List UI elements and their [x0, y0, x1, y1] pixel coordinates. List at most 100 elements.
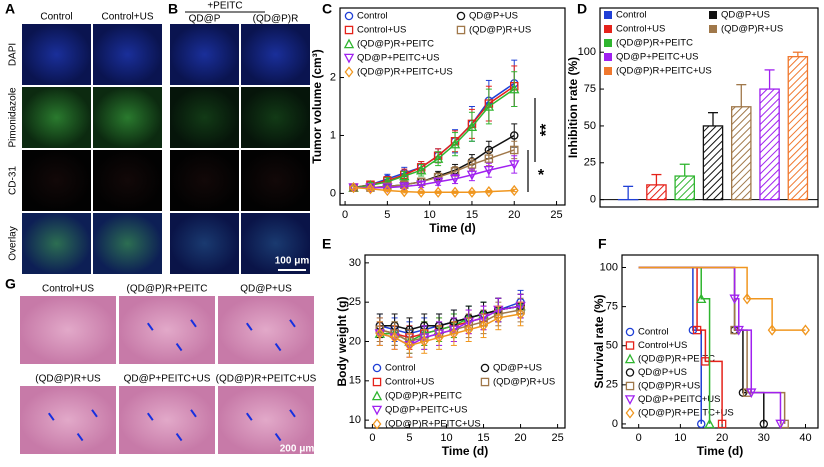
series-line: [353, 163, 515, 189]
legend-label: Control+US: [357, 25, 406, 36]
axes-frame: [599, 7, 819, 208]
row-label: Pimonidazole: [8, 87, 19, 147]
x-tick-label: 0: [636, 432, 642, 444]
fluorescence-image: [170, 213, 239, 274]
y-tick-label: 25: [606, 379, 618, 391]
marker: [405, 339, 414, 352]
arrow-marker: [274, 433, 282, 442]
legend-swatch: [604, 25, 612, 33]
legend-label: (QD@P)R+PEITC+US: [357, 67, 453, 78]
bar: [646, 184, 667, 201]
y-tick-label: 0: [612, 418, 618, 430]
error-bar: [708, 112, 718, 126]
significance-mark: **: [538, 123, 555, 136]
y-axis-label: Tumor volume (cm³): [310, 49, 324, 163]
y-tick-label: 20: [349, 335, 361, 347]
marker: [433, 186, 443, 198]
column-label: (QD@P)R: [253, 14, 299, 25]
scale-bar-label: 100 μm: [275, 256, 310, 267]
y-tick-label: 100: [600, 261, 618, 273]
column-label: QD@P: [189, 14, 221, 25]
marker: [704, 418, 715, 429]
x-tick-label: 15: [477, 432, 489, 444]
bar: [674, 175, 695, 201]
fluorescence-image: [241, 150, 310, 211]
arrow-marker: [274, 343, 282, 352]
marker: [434, 331, 444, 344]
legend-label: (QD@P)R+PEITC+US: [385, 419, 481, 430]
fluorescence-image: [241, 87, 310, 148]
significance-mark: *: [538, 167, 545, 184]
error-bar: [679, 163, 690, 177]
legend-label: QD@P+US: [493, 363, 542, 374]
marker: [733, 325, 744, 336]
legend-label: QD@P+US: [469, 11, 518, 22]
legend-marker: [456, 25, 466, 35]
bar: [731, 106, 752, 201]
column-label: Control+US: [102, 12, 154, 23]
row-label: Overlay: [8, 226, 19, 260]
y-tick-label: 25: [584, 157, 596, 169]
marker: [416, 186, 426, 198]
legend-label: QD@P+PEITC+US: [638, 394, 721, 405]
row-label: DAPI: [8, 43, 19, 66]
marker: [509, 83, 520, 94]
error-bar: [391, 325, 398, 350]
marker: [484, 186, 494, 198]
marker: [432, 177, 444, 188]
x-tick-label: 20: [508, 209, 520, 221]
series-line: [353, 85, 515, 189]
marker: [696, 293, 707, 304]
legend-marker: [624, 353, 636, 364]
fluorescence-image: [22, 87, 91, 148]
panel-label: F: [598, 236, 607, 252]
fluorescence-image: [241, 24, 310, 85]
legend-label: QD@P+US: [638, 367, 687, 378]
legend-marker: [625, 327, 635, 337]
marker: [516, 308, 525, 320]
scale-bar-label: 200 μm: [280, 444, 315, 455]
legend-swatch: [604, 11, 612, 19]
arrow-marker: [76, 433, 84, 442]
arrow-marker: [146, 322, 154, 331]
arrow-marker: [175, 343, 183, 352]
marker: [466, 121, 478, 132]
legend-label: Control: [357, 11, 388, 22]
legend-label: Control+US: [385, 377, 434, 388]
error-bar: [517, 301, 524, 327]
histology-image: [119, 296, 215, 364]
error-bar: [480, 313, 487, 339]
marker: [509, 145, 519, 155]
x-tick-label: 10: [424, 209, 436, 221]
marker: [479, 320, 488, 332]
error-bar: [421, 329, 428, 354]
error-bar: [511, 155, 518, 174]
axes-frame: [339, 7, 566, 206]
error-bar: [450, 321, 457, 346]
legend-label: QD@P+PEITC+US: [385, 405, 468, 416]
bar: [759, 88, 780, 201]
marker: [775, 419, 786, 430]
y-tick-label: 75: [584, 83, 596, 95]
legend-label: QD@P+PEITC+US: [616, 52, 699, 63]
legend-label: Control: [385, 363, 416, 374]
legend-marker: [343, 38, 355, 49]
legend-marker: [625, 341, 635, 350]
fluorescence-image: [93, 87, 162, 148]
y-tick-label: 75: [606, 301, 618, 313]
legend-label: Control: [616, 10, 647, 21]
x-tick-label: 25: [550, 209, 562, 221]
legend-marker: [372, 363, 382, 373]
legend-marker: [625, 407, 635, 419]
error-bar: [376, 321, 383, 346]
x-axis-label: Time (d): [697, 444, 743, 458]
y-tick-label: 0: [590, 194, 596, 206]
marker: [801, 324, 810, 336]
panel-label: G: [5, 276, 16, 292]
marker: [375, 327, 385, 340]
panel-label: C: [322, 1, 332, 17]
fluorescence-image: [93, 213, 162, 274]
legend-marker: [372, 418, 382, 430]
legend-label: (QD@P)R+PEITC: [616, 38, 693, 49]
